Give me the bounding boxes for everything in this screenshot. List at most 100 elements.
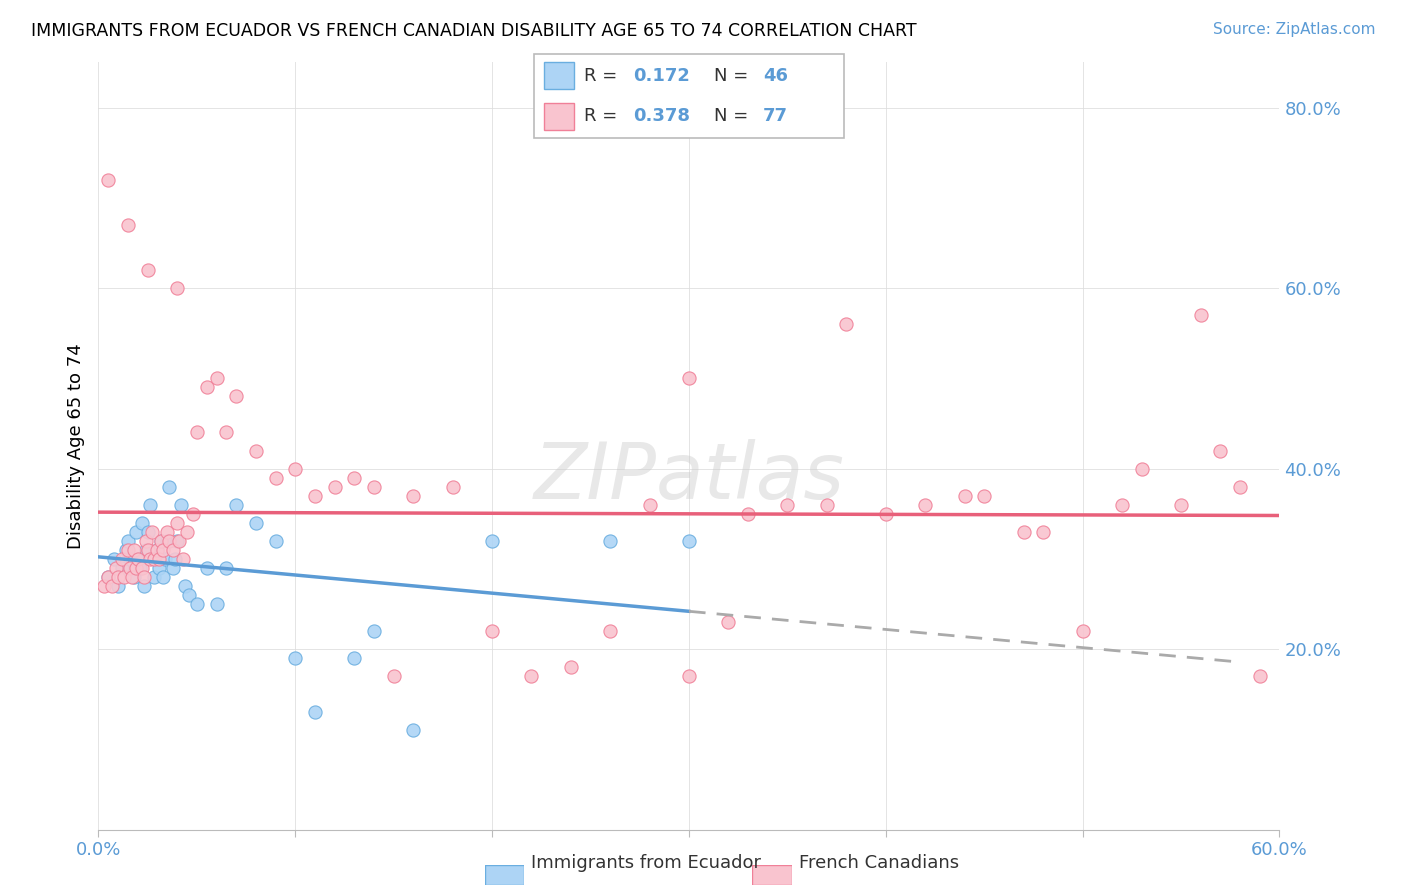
Point xyxy=(125,524,148,539)
Text: Immigrants from Ecuador: Immigrants from Ecuador xyxy=(531,855,762,872)
Point xyxy=(131,516,153,530)
Point xyxy=(166,516,188,530)
Point xyxy=(1229,480,1251,494)
Point xyxy=(162,542,184,557)
Point xyxy=(103,551,125,566)
Point xyxy=(181,507,204,521)
Point xyxy=(402,489,425,503)
Point xyxy=(304,705,326,719)
Point xyxy=(953,489,976,503)
Point xyxy=(122,542,145,557)
Text: Source: ZipAtlas.com: Source: ZipAtlas.com xyxy=(1212,22,1375,37)
Point xyxy=(136,524,159,539)
Point xyxy=(599,624,621,638)
Point xyxy=(118,561,141,575)
Point xyxy=(162,561,184,575)
Point xyxy=(165,551,187,566)
Text: ZIPatlas: ZIPatlas xyxy=(533,439,845,515)
Point xyxy=(132,579,155,593)
Point xyxy=(152,542,174,557)
Point xyxy=(225,498,247,512)
Point xyxy=(174,579,197,593)
Point xyxy=(136,542,159,557)
Point xyxy=(97,173,120,187)
Point xyxy=(148,561,170,575)
Point xyxy=(105,561,128,575)
Point xyxy=(117,533,139,548)
Point xyxy=(264,533,287,548)
Point xyxy=(127,551,149,566)
Point xyxy=(1071,624,1094,638)
Point xyxy=(737,507,759,521)
Point xyxy=(141,524,163,539)
Point xyxy=(150,533,173,548)
Point xyxy=(107,570,129,584)
Point xyxy=(142,570,165,584)
Point xyxy=(118,551,141,566)
Point xyxy=(678,533,700,548)
Point xyxy=(138,551,160,566)
Point xyxy=(717,615,740,629)
Point xyxy=(875,507,897,521)
Point xyxy=(150,533,173,548)
Point xyxy=(117,218,139,232)
Point xyxy=(245,443,267,458)
Point xyxy=(215,425,238,440)
Point xyxy=(481,624,503,638)
Point xyxy=(382,669,405,683)
Point xyxy=(122,570,145,584)
Point xyxy=(1170,498,1192,512)
Point xyxy=(157,480,180,494)
Point xyxy=(146,542,169,557)
Point xyxy=(170,498,193,512)
Text: 0.172: 0.172 xyxy=(633,67,690,85)
Point xyxy=(101,579,124,593)
Point xyxy=(205,597,228,611)
Point xyxy=(195,561,218,575)
Point xyxy=(776,498,799,512)
Point xyxy=(145,551,167,566)
Point xyxy=(186,597,208,611)
Point xyxy=(678,371,700,385)
Point xyxy=(973,489,995,503)
Point xyxy=(441,480,464,494)
Point xyxy=(363,480,385,494)
Point xyxy=(128,561,150,575)
Point xyxy=(284,461,307,475)
Point xyxy=(205,371,228,385)
Point xyxy=(815,498,838,512)
Point xyxy=(166,281,188,295)
Point xyxy=(560,660,582,674)
Text: R =: R = xyxy=(583,107,623,125)
Point xyxy=(127,551,149,566)
Point xyxy=(148,551,170,566)
Y-axis label: Disability Age 65 to 74: Disability Age 65 to 74 xyxy=(66,343,84,549)
Point xyxy=(1209,443,1232,458)
Point xyxy=(264,470,287,484)
Point xyxy=(363,624,385,638)
Point xyxy=(1032,524,1054,539)
Point xyxy=(111,551,134,566)
Text: IMMIGRANTS FROM ECUADOR VS FRENCH CANADIAN DISABILITY AGE 65 TO 74 CORRELATION C: IMMIGRANTS FROM ECUADOR VS FRENCH CANADI… xyxy=(31,22,917,40)
Point xyxy=(195,380,218,394)
Point xyxy=(167,533,190,548)
Point xyxy=(166,533,188,548)
Point xyxy=(678,669,700,683)
Point xyxy=(481,533,503,548)
Point xyxy=(156,524,179,539)
Bar xyxy=(544,62,575,89)
Point xyxy=(284,651,307,665)
Point xyxy=(176,524,198,539)
Point xyxy=(157,533,180,548)
Point xyxy=(186,425,208,440)
Point xyxy=(225,389,247,403)
Point xyxy=(1111,498,1133,512)
Point xyxy=(402,723,425,738)
Text: 0.378: 0.378 xyxy=(633,107,690,125)
Point xyxy=(1012,524,1035,539)
Text: French Canadians: French Canadians xyxy=(799,855,959,872)
Point xyxy=(121,570,143,584)
Point xyxy=(131,561,153,575)
Point xyxy=(343,651,366,665)
Text: N =: N = xyxy=(714,67,754,85)
